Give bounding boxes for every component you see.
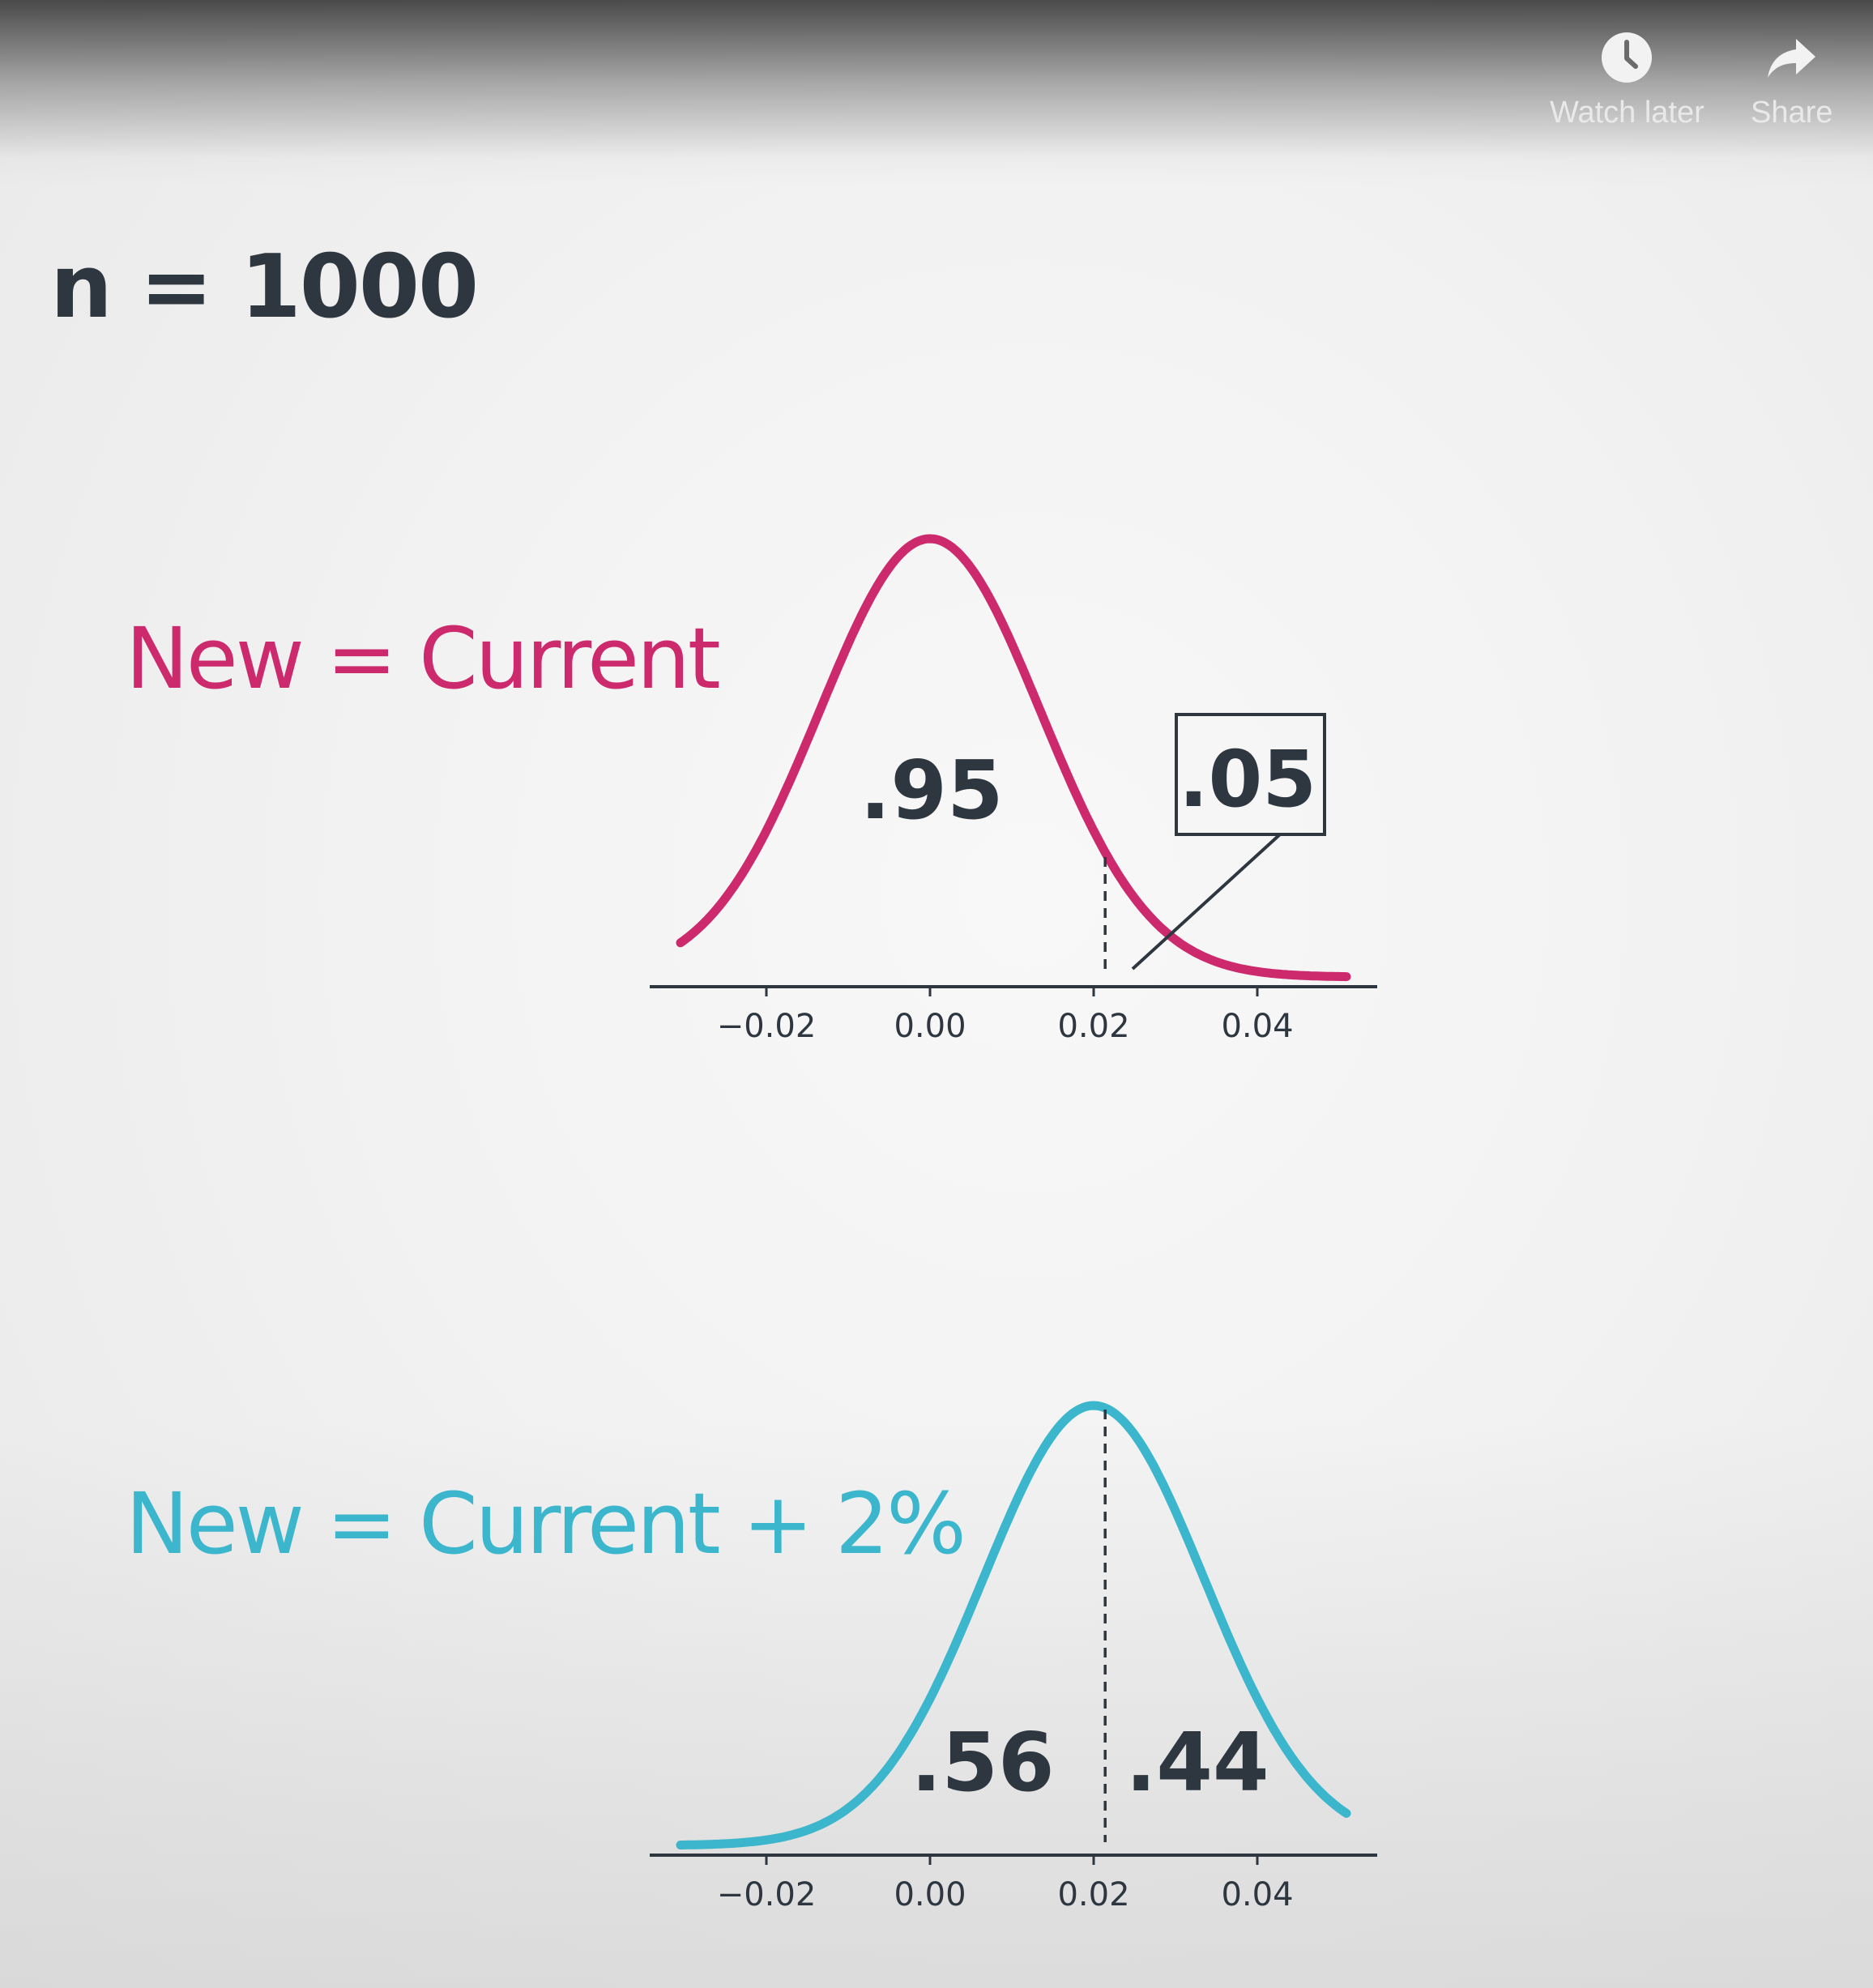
sample-size-heading: n = 1000 [50,237,479,338]
area-label-left: .95 [860,743,1003,838]
x-tick-label: 0.04 [1221,1008,1293,1045]
null-hypothesis-label: New = Current [126,609,721,708]
distribution-curve [676,534,1351,982]
x-tick-label: 0.02 [1057,1008,1129,1045]
x-tick-label: 0.04 [1221,1876,1293,1913]
area-label-right: .05 [1179,734,1316,825]
share-button[interactable]: Share [1751,29,1832,130]
x-tick-label: 0.00 [894,1876,966,1913]
x-tick-label: −0.02 [717,1876,817,1913]
clock-icon [1602,32,1653,83]
alternative-hypothesis-label: New = Current + 2% [126,1474,966,1573]
area-label-left: .56 [911,1715,1054,1810]
x-tick-label: 0.00 [894,1008,966,1045]
share-arrow-icon [1767,39,1815,78]
tail-leader-line [1131,833,1282,971]
area-label-right: .44 [1125,1715,1269,1810]
watch-later-button[interactable]: Watch later [1550,29,1704,130]
share-label: Share [1751,96,1833,130]
player-top-overlay [0,0,1873,186]
bottom-fade [0,1421,1873,1988]
watch-later-label: Watch later [1550,96,1704,130]
distribution-curve [676,1401,1351,1849]
tail-area-box [1175,713,1326,836]
x-tick-label: 0.02 [1057,1876,1129,1913]
x-tick-label: −0.02 [717,1008,817,1045]
